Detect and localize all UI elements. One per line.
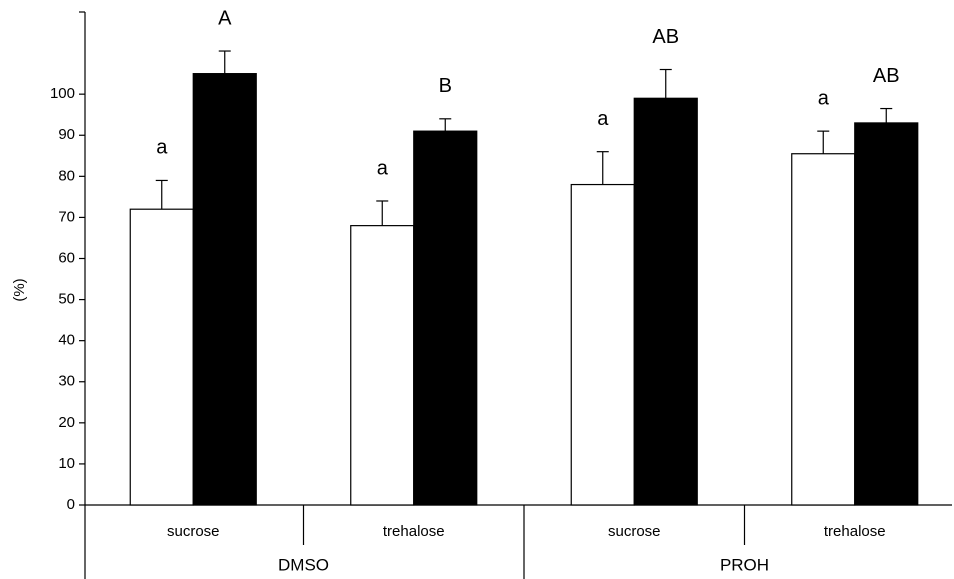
significance-label: AB [873, 65, 900, 87]
bar [129, 208, 194, 506]
y-tick-label: 30 [58, 373, 75, 390]
y-tick-label: 0 [67, 496, 75, 513]
bar [791, 153, 856, 506]
significance-label: B [439, 75, 452, 97]
significance-label: a [377, 157, 389, 179]
group-label: PROH [720, 555, 769, 574]
significance-label: A [218, 7, 232, 29]
significance-label: a [597, 108, 609, 130]
x-tick-label: trehalose [824, 523, 886, 540]
y-tick-label: 70 [58, 208, 75, 225]
group-label: DMSO [278, 555, 329, 574]
x-tick-label: trehalose [383, 523, 445, 540]
bar [350, 225, 415, 506]
bar [192, 73, 257, 506]
x-tick-label: sucrose [167, 523, 220, 540]
bar [413, 130, 478, 506]
y-tick-label: 50 [58, 291, 75, 308]
significance-label: AB [652, 26, 679, 48]
x-tick-label: sucrose [608, 523, 661, 540]
y-tick-label: 40 [58, 332, 75, 349]
y-tick-label: 90 [58, 126, 75, 143]
significance-label: a [818, 87, 830, 109]
bar [854, 122, 919, 506]
y-tick-label: 80 [58, 167, 75, 184]
y-tick-label: 100 [50, 85, 75, 102]
y-axis-label: (%) [11, 278, 28, 301]
bar [633, 97, 698, 506]
bar [570, 183, 635, 506]
y-tick-label: 10 [58, 455, 75, 472]
y-tick-label: 60 [58, 249, 75, 266]
y-tick-label: 20 [58, 414, 75, 431]
significance-label: a [156, 137, 168, 159]
